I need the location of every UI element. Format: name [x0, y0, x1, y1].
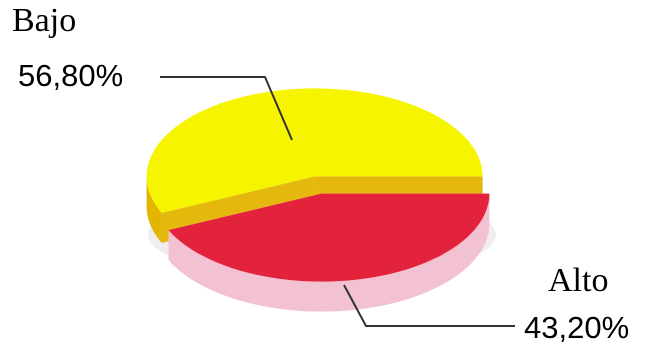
slice-alto — [168, 193, 490, 282]
slice-side-bajo — [146, 176, 162, 243]
slice-bajo — [146, 88, 483, 213]
slice-value-alto: 43,20% — [524, 310, 630, 345]
slice-label-alto: Alto — [548, 262, 609, 299]
leader-line-bajo — [160, 76, 293, 141]
slice-side-alto — [168, 193, 490, 312]
slice-label-bajo: Bajo — [12, 2, 77, 39]
slice-value-bajo: 56,80% — [18, 58, 124, 93]
leader-line-alto — [343, 284, 515, 327]
